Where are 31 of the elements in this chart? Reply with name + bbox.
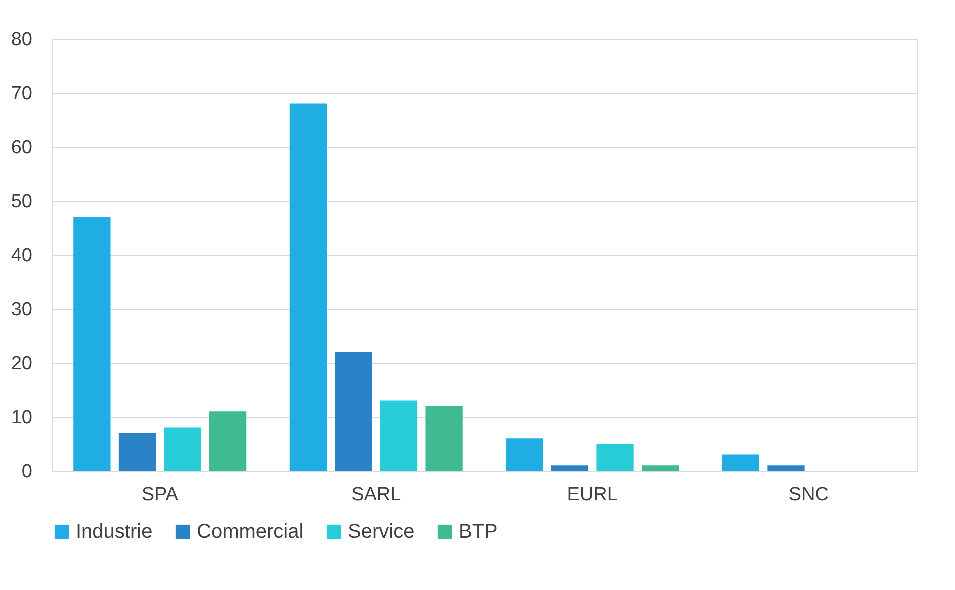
bar (426, 406, 463, 471)
bar (596, 444, 634, 471)
legend-label: BTP (459, 521, 498, 543)
bar (551, 466, 589, 471)
y-tick-label: 0 (22, 462, 32, 482)
x-tick-label: EURL (567, 484, 618, 506)
y-tick-label: 30 (11, 300, 32, 320)
bar (642, 466, 680, 471)
x-tick-label: SNC (788, 484, 829, 506)
bar (209, 412, 247, 471)
x-tick-label: SPA (142, 484, 179, 506)
bar (118, 433, 156, 471)
y-tick-label: 60 (11, 138, 32, 158)
bar (335, 352, 372, 471)
y-tick-label: 80 (11, 30, 32, 50)
bar (722, 454, 760, 471)
bar (768, 466, 805, 471)
y-tick-label: 10 (11, 408, 32, 428)
bar (74, 217, 111, 471)
y-tick-label: 50 (11, 192, 32, 212)
y-tick-label: 40 (11, 246, 32, 266)
bar (380, 400, 418, 471)
y-tick-label: 20 (11, 354, 32, 374)
x-tick-label: SARL (352, 484, 402, 506)
bar (506, 438, 544, 471)
bar (290, 104, 328, 471)
legend-label: Commercial (197, 521, 304, 543)
y-tick-label: 70 (11, 84, 32, 104)
bar (164, 428, 202, 471)
legend-label: Service (348, 521, 415, 543)
legend-label: Industrie (76, 521, 153, 543)
